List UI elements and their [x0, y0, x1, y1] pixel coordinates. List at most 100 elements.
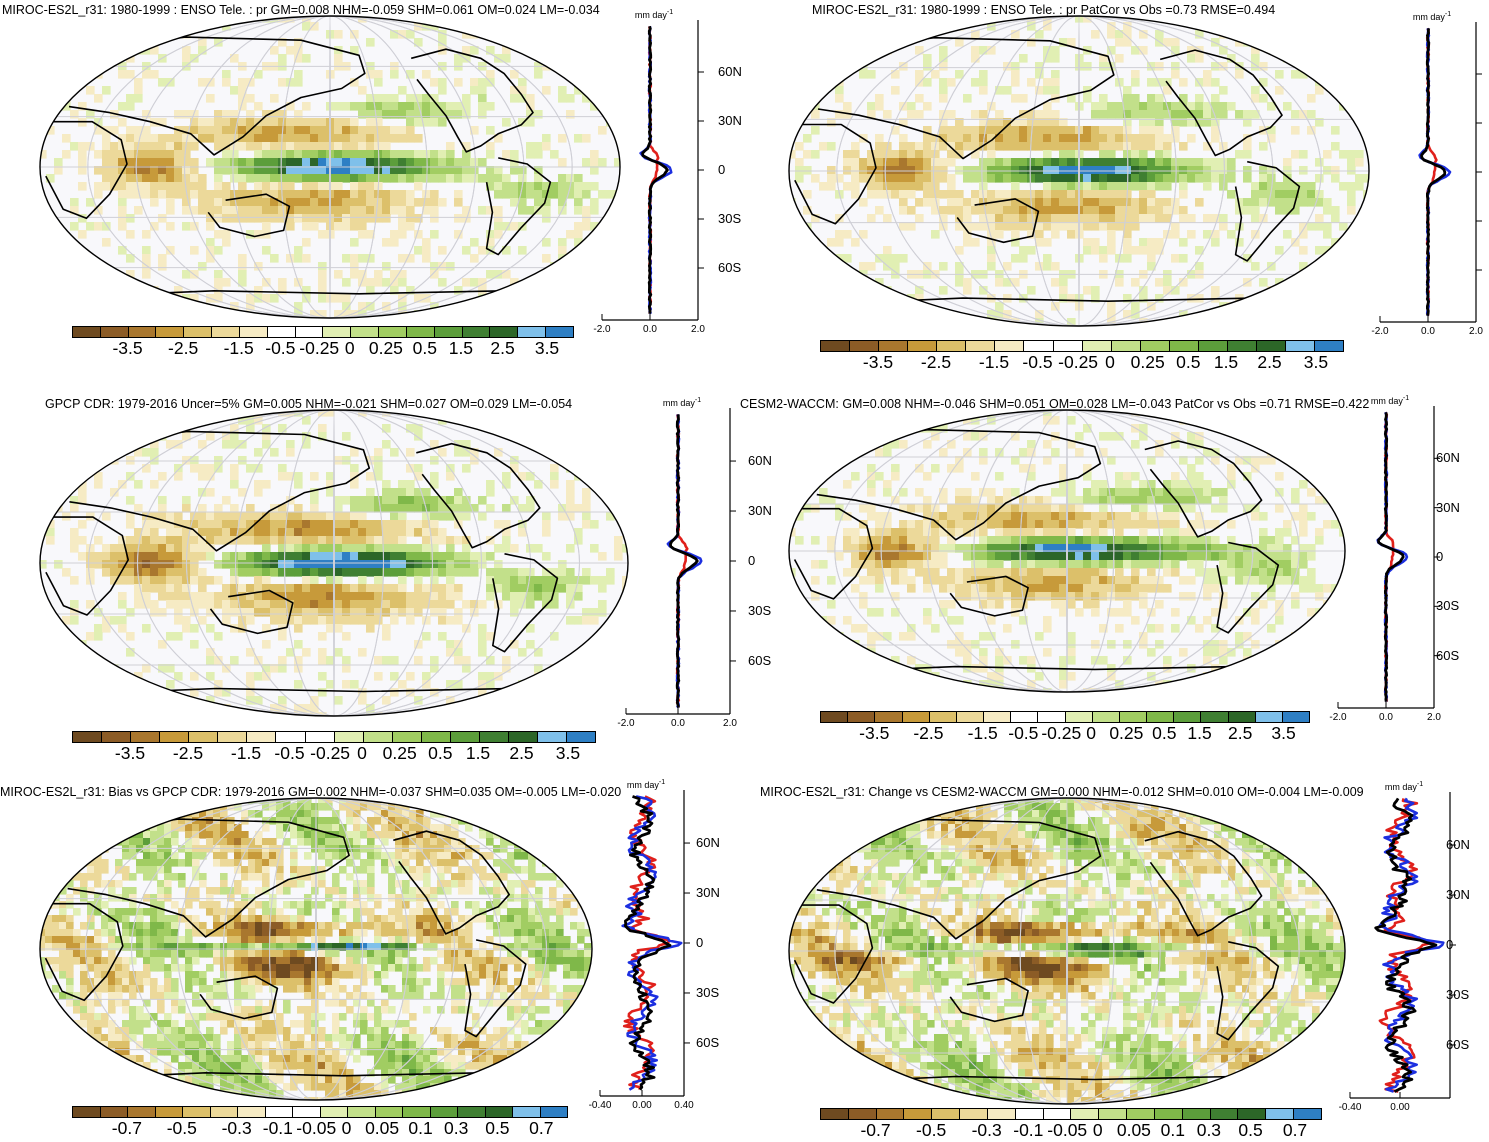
colorbar-label: -0.7: [111, 1118, 142, 1138]
map-p6: [788, 797, 1346, 1105]
panel-title: MIROC-ES2L_r31: 1980-1999 : ENSO Tele. :…: [812, 3, 1276, 17]
colorbar-label: 3.5: [1271, 723, 1296, 743]
lat-label: 60S: [718, 260, 742, 275]
zonal-profile-p5: mm day-1: [599, 779, 690, 1097]
profile-x-tick-label: 0.0: [1379, 712, 1393, 723]
graticule: [789, 410, 1345, 692]
graticule: [789, 798, 1345, 1104]
colorbar-label: 0.5: [1238, 1120, 1263, 1140]
profile-x-tick-label: 2.0: [1469, 326, 1483, 337]
map-border: [39, 15, 621, 319]
colorbar-swatch: [155, 1107, 183, 1117]
lat-label: 0: [748, 553, 756, 568]
colorbar-swatch: [1228, 712, 1256, 722]
colorbar-swatch: [1127, 1109, 1155, 1119]
colorbar-swatch: [1011, 712, 1039, 722]
colorbar-swatch: [875, 712, 903, 722]
map-p5: [39, 797, 593, 1101]
zonal-profile-p4: mm day-1: [1337, 395, 1440, 709]
colorbar-swatch: [848, 712, 876, 722]
colorbar-label: 2.5: [509, 743, 534, 763]
lat-label: 60N: [748, 453, 772, 469]
colorbar-swatch: [1154, 1109, 1183, 1119]
colorbar-swatch: [392, 732, 422, 742]
colorbar-swatch: [1147, 712, 1175, 722]
colorbar-swatch: [984, 712, 1012, 722]
colorbar-swatch: [1201, 712, 1229, 722]
colorbar-swatch: [848, 1109, 877, 1119]
colorbar-swatch: [821, 712, 849, 722]
colorbar-swatch: [1169, 341, 1199, 351]
lat-label: 60N: [1446, 837, 1470, 853]
colorbar-label: 1.5: [465, 743, 491, 763]
colorbar: [820, 711, 1310, 723]
colorbar-label: -1.5: [967, 723, 998, 743]
units-label: mm day-1: [635, 9, 673, 20]
units-label: mm day-1: [1385, 781, 1423, 792]
lat-label: 30S: [1446, 986, 1470, 1002]
panel-title: CESM2-WACCM: GM=0.008 NHM=-0.046 SHM=0.0…: [740, 397, 1370, 411]
lat-label: 30S: [696, 984, 720, 1000]
colorbar-labels: -0.7 -0.5 -0.3 -0.1 -0.05 0 0.05 0.1 0.3 0.5 0.7: [72, 1118, 566, 1138]
colorbar-swatch: [100, 1107, 128, 1117]
colorbar-label: -0.05: [296, 1118, 337, 1138]
colorbar-label: -1.5: [223, 338, 254, 358]
colorbar-swatch: [265, 1107, 293, 1117]
colorbar: [72, 731, 596, 743]
profile-x-tick-label: 2.0: [691, 324, 705, 335]
colorbar: [72, 1106, 568, 1118]
profile-x-tick-label: 0.40: [674, 1100, 694, 1111]
lat-label: 60S: [1446, 1036, 1470, 1052]
profile-x-tick-label: -2.0: [1329, 712, 1347, 723]
colorbar-label: -2.5: [920, 352, 952, 372]
colorbar-label: 1.5: [1187, 723, 1212, 743]
colorbar-swatch: [850, 341, 880, 351]
panel-title: MIROC-ES2L_r31: Change vs CESM2-WACCM GM…: [760, 785, 1364, 799]
colorbar-swatch: [538, 732, 568, 742]
colorbar-swatch: [1071, 1109, 1100, 1119]
colorbar-label: 0.1: [408, 1118, 433, 1138]
colorbar-label: 0.3: [1196, 1120, 1222, 1140]
colorbar-label: -0.5: [916, 1120, 947, 1140]
colorbar-swatch: [351, 327, 380, 337]
colorbar-label: 2.5: [490, 338, 515, 358]
colorbar-swatch: [462, 327, 491, 337]
lat-label: 30N: [1436, 499, 1460, 515]
colorbar-label: 0.5: [428, 743, 453, 763]
colorbar-swatch: [363, 732, 393, 742]
colorbar-swatch: [902, 712, 930, 722]
lat-label: 0: [1446, 937, 1454, 952]
colorbar-swatch: [430, 1107, 458, 1117]
lat-label: 30N: [1446, 887, 1470, 903]
colorbar-swatch: [1092, 712, 1120, 722]
colorbar-swatch: [1238, 1109, 1267, 1119]
colorbar-label: 0.25: [382, 743, 417, 763]
map-border: [788, 409, 1346, 693]
profile-x-tick-label: 0.00: [1390, 1102, 1410, 1113]
colorbar-label: 3.5: [555, 743, 581, 763]
profile-x-tick-label: 2.0: [1427, 712, 1441, 723]
graticule: [40, 798, 592, 1100]
lat-label: 30S: [748, 602, 772, 618]
colorbar-swatch: [189, 732, 219, 742]
lat-label: 0: [1436, 549, 1444, 564]
colorbar-swatch: [490, 327, 519, 337]
colorbar-labels: -3.5 -2.5 -1.5 -0.5 -0.25 0 0.25 0.5 1.5 2.5 3.5: [72, 338, 572, 358]
colorbar-label: -0.25: [1058, 352, 1099, 372]
lat-label: 30S: [718, 211, 742, 226]
map-border: [39, 797, 593, 1101]
colorbar-swatch: [546, 327, 573, 337]
colorbar-label: 0.05: [1116, 1120, 1151, 1140]
map-border: [788, 15, 1370, 327]
profile-line-2: [624, 795, 672, 1091]
colorbar-swatch: [1227, 341, 1257, 351]
colorbar-swatch: [1294, 1109, 1321, 1119]
colorbar-label: -0.7: [860, 1120, 891, 1140]
lat-label: 30N: [718, 113, 742, 128]
colorbar-label: 0.05: [365, 1118, 400, 1138]
colorbar-swatch: [1038, 712, 1066, 722]
colorbar-label: -0.5: [166, 1118, 197, 1138]
colorbar-label: 0.25: [368, 338, 403, 358]
colorbar-swatch: [218, 732, 248, 742]
colorbar-swatch: [904, 1109, 933, 1119]
